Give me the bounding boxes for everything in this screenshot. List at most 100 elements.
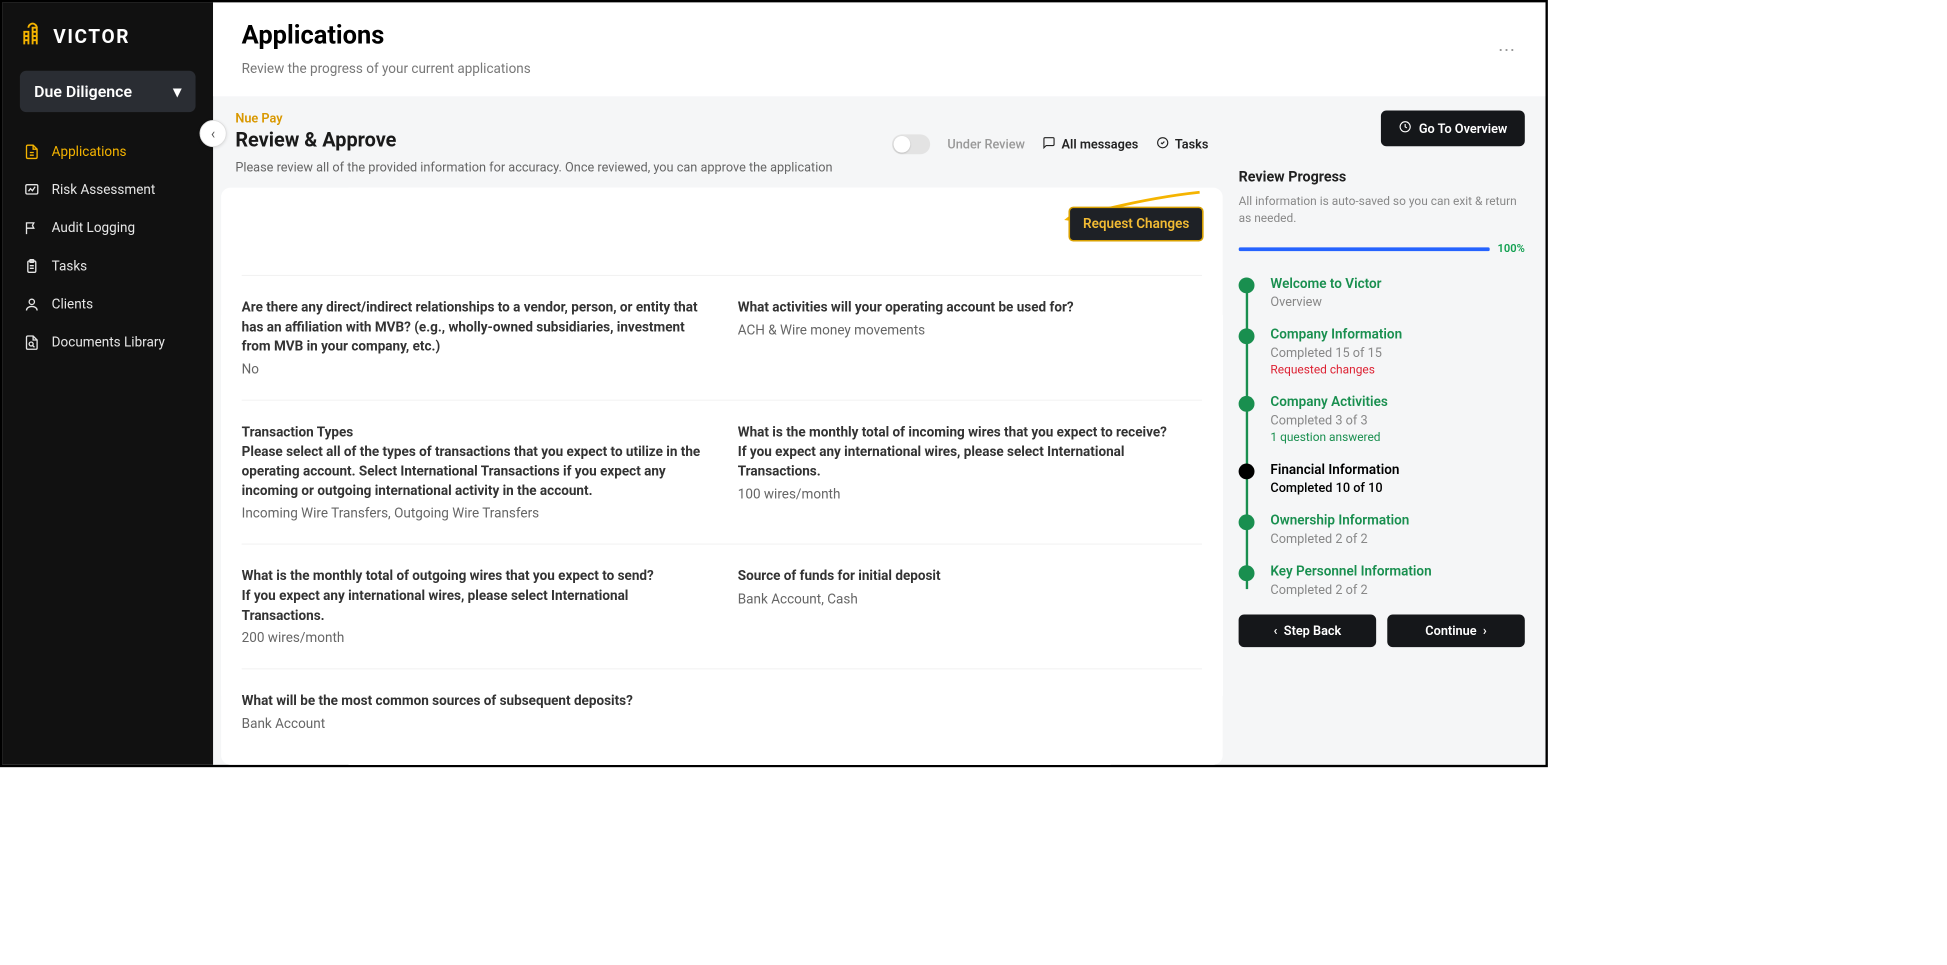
continue-button[interactable]: Continue › (1387, 615, 1525, 648)
step-title: Welcome to Victor (1270, 276, 1524, 292)
clipboard-icon (23, 258, 40, 275)
search-doc-icon (23, 334, 40, 351)
qa-item: What will be the most common sources of … (242, 692, 706, 732)
progress-description: All information is auto-saved so you can… (1239, 193, 1525, 226)
step-note: Requested changes (1270, 363, 1524, 377)
progress-percent: 100% (1498, 242, 1525, 255)
progress-fill (1239, 247, 1490, 251)
tasks-link[interactable]: Tasks (1156, 136, 1209, 153)
qa-row: What is the monthly total of outgoing wi… (242, 544, 1202, 669)
progress-step[interactable]: Financial Information Completed 10 of 10 (1239, 462, 1525, 495)
step-note: 1 question answered (1270, 430, 1524, 444)
qa-question: What activities will your operating acco… (738, 298, 1202, 318)
qa-item: Source of funds for initial deposit Bank … (738, 567, 1202, 646)
step-title: Financial Information (1270, 462, 1524, 478)
qa-item: Are there any direct/indirect relationsh… (242, 298, 706, 377)
sidebar-item-tasks[interactable]: Tasks (2, 247, 213, 285)
section-title: Review & Approve (235, 129, 891, 152)
nav-label: Applications (52, 144, 127, 160)
messages-icon (1042, 136, 1056, 153)
flag-icon (23, 219, 40, 236)
progress-step[interactable]: Company Activities Completed 3 of 3 1 ques… (1239, 394, 1525, 444)
step-subtitle: Completed 10 of 10 (1270, 480, 1524, 495)
progress-bar: 100% (1239, 242, 1525, 255)
qa-item: What activities will your operating acco… (738, 298, 1202, 377)
doc-icon (23, 143, 40, 160)
step-title: Company Information (1270, 327, 1524, 343)
step-subtitle: Completed 15 of 15 (1270, 345, 1524, 360)
step-subtitle: Completed 3 of 3 (1270, 413, 1524, 428)
chevron-right-icon: › (1483, 623, 1487, 638)
sidebar-item-documents-library[interactable]: Documents Library (2, 324, 213, 362)
qa-question: What will be the most common sources of … (242, 692, 706, 712)
progress-step[interactable]: Welcome to VictorOverview (1239, 276, 1525, 309)
collapse-sidebar-button[interactable]: ‹ (200, 120, 227, 147)
more-menu-button[interactable]: ⋯ (1498, 41, 1517, 61)
qa-answer: Bank Account, Cash (738, 592, 1202, 608)
page-title: Applications (242, 20, 1517, 50)
step-back-button[interactable]: ‹ Step Back (1239, 615, 1377, 648)
qa-grid: Are there any direct/indirect relationsh… (242, 275, 1202, 754)
progress-step[interactable]: Company Information Completed 15 of 15 Req… (1239, 327, 1525, 377)
right-panel: Go To Overview Review Progress All infor… (1239, 111, 1525, 765)
qa-question: What is the monthly total of outgoing wi… (242, 567, 706, 587)
qa-question: Please select all of the types of transa… (242, 442, 706, 501)
go-to-overview-button[interactable]: Go To Overview (1381, 111, 1525, 147)
workspace-label: Due Diligence (34, 82, 132, 101)
sidebar-item-applications[interactable]: Applications (2, 133, 213, 171)
progress-step[interactable]: Ownership Information Completed 2 of 2 (1239, 513, 1525, 546)
overview-icon (1398, 120, 1412, 137)
step-dot-icon (1239, 565, 1255, 581)
sidebar-item-clients[interactable]: Clients (2, 285, 213, 323)
sidebar-item-risk-assessment[interactable]: Risk Assessment (2, 171, 213, 209)
step-title: Key Personnel Information (1270, 564, 1524, 580)
tasks-icon (1156, 136, 1170, 153)
progress-title: Review Progress (1239, 169, 1525, 186)
qa-question-lead: Transaction Types (242, 423, 706, 443)
sidebar-item-audit-logging[interactable]: Audit Logging (2, 209, 213, 247)
step-title: Ownership Information (1270, 513, 1524, 529)
brand-name: VICTOR (53, 25, 130, 47)
qa-card: Request Changes Are there any direct/ind… (221, 188, 1223, 765)
nav-label: Risk Assessment (52, 182, 156, 198)
all-messages-link[interactable]: All messages (1042, 136, 1138, 153)
page-header: Applications Review the progress of your… (213, 2, 1545, 96)
sidebar: VICTOR Due Diligence ▾ Applications Risk … (2, 2, 213, 764)
center-column: Nue Pay Review & Approve Please review a… (221, 111, 1223, 765)
step-subtitle: Completed 2 of 2 (1270, 531, 1524, 546)
request-changes-button[interactable]: Request Changes (1069, 207, 1204, 242)
workarea: Nue Pay Review & Approve Please review a… (213, 96, 1545, 765)
nav-label: Clients (52, 297, 93, 313)
qa-question: Are there any direct/indirect relationsh… (242, 298, 706, 357)
qa-answer: 100 wires/month (738, 486, 1202, 502)
step-title: Company Activities (1270, 394, 1524, 410)
qa-question: What is the monthly total of incoming wi… (738, 423, 1202, 443)
risk-icon (23, 181, 40, 198)
qa-row: What will be the most common sources of … (242, 669, 1202, 755)
step-dot-icon (1239, 514, 1255, 530)
page-subtitle: Review the progress of your current appl… (242, 61, 1517, 77)
brand-logo: VICTOR (2, 17, 213, 68)
progress-steps: Welcome to VictorOverview Company Informa… (1239, 276, 1525, 597)
step-dot-icon (1239, 277, 1255, 293)
qa-answer: No (242, 362, 706, 378)
brand-icon (20, 21, 45, 51)
under-review-toggle[interactable] (892, 134, 930, 154)
progress-step[interactable]: Key Personnel Information Completed 2 of … (1239, 564, 1525, 597)
qa-row: Transaction TypesPlease select all of th… (242, 400, 1202, 544)
workspace-selector[interactable]: Due Diligence ▾ (20, 71, 196, 112)
nav: Applications Risk Assessment Audit Logging… (2, 133, 213, 362)
step-dot-icon (1239, 328, 1255, 344)
qa-answer: ACH & Wire money movements (738, 322, 1202, 338)
step-dot-icon (1239, 463, 1255, 479)
chevron-left-icon: ‹ (1274, 623, 1278, 638)
chevron-down-icon: ▾ (173, 82, 181, 101)
section-header: Nue Pay Review & Approve Please review a… (221, 111, 1223, 188)
qa-answer: Incoming Wire Transfers, Outgoing Wire T… (242, 506, 706, 522)
qa-item: Transaction TypesPlease select all of th… (242, 423, 706, 522)
nav-label: Tasks (52, 258, 87, 274)
nav-label: Documents Library (52, 335, 165, 351)
qa-question: If you expect any international wires, p… (242, 587, 706, 626)
step-subtitle: Completed 2 of 2 (1270, 582, 1524, 597)
qa-question: Source of funds for initial deposit (738, 567, 1202, 587)
